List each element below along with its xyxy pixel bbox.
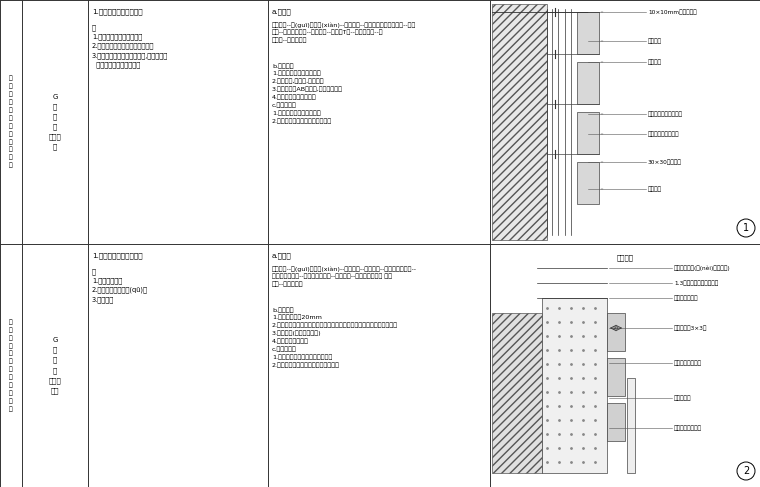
Text: 10×10mm不銹鋼嵌邊: 10×10mm不銹鋼嵌邊 — [648, 9, 697, 15]
Text: 防火夾板: 防火夾板 — [648, 38, 662, 44]
Text: a.施工序: a.施工序 — [272, 8, 292, 15]
Text: 白乳乳膠粒滲墻面: 白乳乳膠粒滲墻面 — [674, 425, 702, 431]
Bar — [492, 313, 542, 473]
Text: a.施工序: a.施工序 — [272, 252, 292, 259]
Text: 墻
面
不
同
材
質
相
鄰
工
藝
做
法: 墻 面 不 同 材 質 相 鄰 工 藝 做 法 — [9, 319, 13, 412]
Text: 石材背面: 石材背面 — [616, 254, 634, 261]
Text: 30×30截針方音: 30×30截針方音 — [648, 159, 682, 165]
Text: 2: 2 — [743, 466, 749, 476]
Bar — [492, 4, 547, 240]
Text: 20: 20 — [613, 325, 619, 331]
Bar — [577, 112, 599, 154]
Text: 木龍骨刷防大三度: 木龍骨刷防大三度 — [674, 360, 702, 366]
Text: 鋼筋混凝土墻壁: 鋼筋混凝土墻壁 — [674, 295, 698, 301]
Text: b.用料分析
1.天藍石材、不銹鋼、墊子
2.幕鋅鋼料,木夾背,防火夾板
3.石材用專用AB膠固定,套做六面防護
4.不銹鋼件完成暗槽安裝
c.完成面處理
1.: b.用料分析 1.天藍石材、不銹鋼、墊子 2.幕鋅鋼料,木夾背,防火夾板 3.石… — [272, 63, 343, 124]
Bar — [627, 378, 635, 473]
Text: 石材掛邊管3×3縫: 石材掛邊管3×3縫 — [674, 325, 708, 331]
Text: b.用料分析
1.選用阻火石材20mm
2.石材鋪貼需要幕墻嵌縫用鹽水泥砂漿或細砂或選用石材專用公石前錨粘
3.三瓦頂面(刮膩子料涂刷)
4.石材需面六面防護
: b.用料分析 1.選用阻火石材20mm 2.石材鋪貼需要幕墻嵌縫用鹽水泥砂漿或細… — [272, 307, 398, 368]
Bar — [577, 12, 599, 54]
Text: 車邊鏡鋼: 車邊鏡鋼 — [648, 59, 662, 65]
Bar — [577, 162, 599, 204]
Text: 備窗工序--規(guī)劃放線(xiàn)--材料加工--石材干售貨物鋼匙固定--基層
處理--幕墻容置槽件--干置石材--不銹鋼T料--不銹鋼安裝--幕
墻安: 備窗工序--規(guī)劃放線(xiàn)--材料加工--石材干售貨物鋼匙固定-… — [272, 22, 416, 43]
Text: 雙品石膏板: 雙品石膏板 — [674, 395, 692, 401]
Bar — [607, 403, 625, 441]
Text: 木龍骨層防火涂料三度: 木龍骨層防火涂料三度 — [648, 111, 683, 117]
Text: G
石
材
與
玻璃相
接: G 石 材 與 玻璃相 接 — [49, 94, 62, 150]
Text: 石材四槽不銹鋼掛鉤: 石材四槽不銹鋼掛鉤 — [648, 131, 679, 137]
Text: 1.石材背景與幕墻乳膠漆: 1.石材背景與幕墻乳膠漆 — [92, 252, 143, 259]
Text: G
石
材
與
乳膠漆
相接: G 石 材 與 乳膠漆 相接 — [49, 337, 62, 394]
Text: 石材背面: 石材背面 — [648, 186, 662, 192]
Text: 1.石材背景與幕墻構造線: 1.石材背景與幕墻構造線 — [92, 8, 143, 15]
Text: 備窗工序--規(guī)劃放線(xiàn)--材料加工--基層材搭--古督石膏基基層--
水泥砂漿結合層--石材專用粘結劑--鋪設石材--幕墻三層前面側 刷乳
: 備窗工序--規(guī)劃放線(xiàn)--材料加工--基層材搭--古督石膏基… — [272, 266, 417, 287]
Bar — [577, 62, 599, 104]
Bar — [607, 313, 625, 351]
Bar — [542, 298, 607, 473]
Text: 注
1.分清施法工藝
2.可不同材質加以區(qū)分
3.進口完整: 注 1.分清施法工藝 2.可不同材質加以區(qū)分 3.進口完整 — [92, 268, 148, 303]
Text: 墻
面
不
同
材
質
相
鄰
工
藝
做
法: 墻 面 不 同 材 質 相 鄰 工 藝 做 法 — [9, 76, 13, 168]
Text: 注
1.墻板施工要做好連接處理
2.注意幕墻玻璃幕材序間固定支壁
3.幕板與幕板連接處做后處理,幕板易于水
  墻板前面防裂、防水處理: 注 1.墻板施工要做好連接處理 2.注意幕墻玻璃幕材序間固定支壁 3.幕板與幕板… — [92, 24, 168, 68]
Bar — [607, 358, 625, 396]
Text: 1.3干硬性水泥砂漿結合層: 1.3干硬性水泥砂漿結合層 — [674, 280, 718, 286]
Text: 素水泥漿一道(內(nèi)摻瓊乳劑): 素水泥漿一道(內(nèi)摻瓊乳劑) — [674, 265, 731, 271]
Text: 1: 1 — [743, 223, 749, 233]
